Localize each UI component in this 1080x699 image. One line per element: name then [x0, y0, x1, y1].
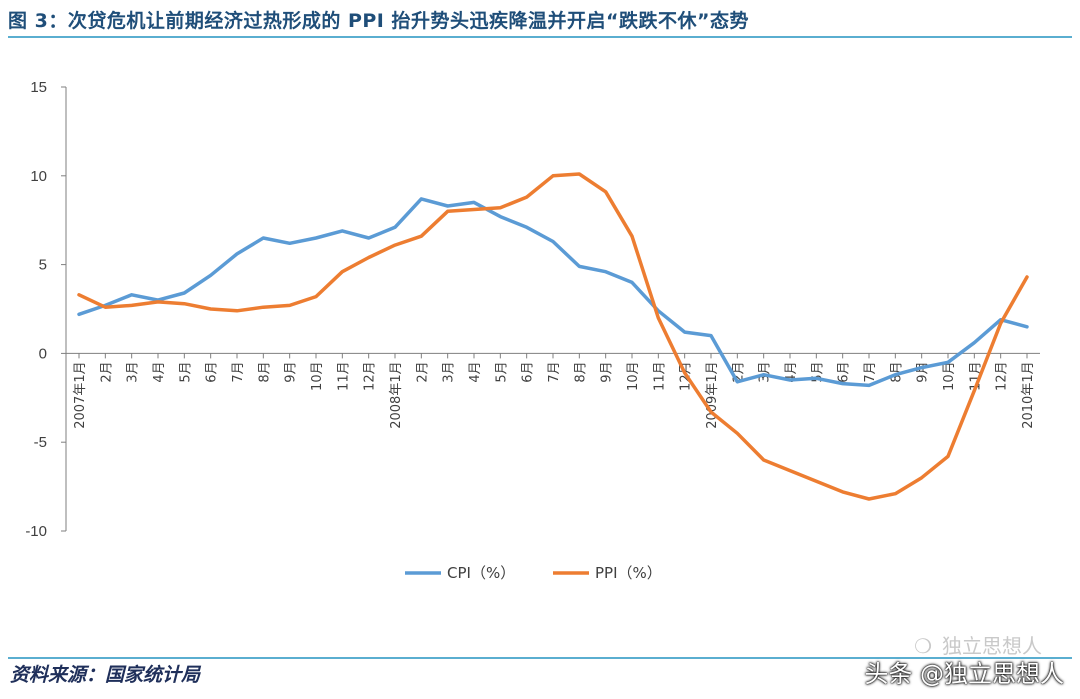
x-tick-label: 12月: [363, 361, 378, 391]
watermark-faint: ❍ 独立思想人: [914, 630, 1042, 659]
x-tick-label: 10月: [310, 361, 325, 391]
y-tick-label: 10: [30, 168, 47, 185]
x-tick-label: 7月: [547, 361, 562, 382]
x-tick-label: 9月: [284, 361, 299, 382]
x-tick-label: 4月: [468, 361, 483, 382]
y-tick-label: 0: [39, 345, 47, 362]
legend-label-ppi: PPI（%）: [595, 564, 662, 582]
x-tick-label: 4月: [784, 361, 799, 382]
x-tick-label: 2月: [415, 361, 430, 382]
x-tick-label: 5月: [494, 361, 509, 382]
x-tick-label: 2月: [99, 361, 114, 382]
x-tick-label: 11月: [336, 361, 351, 391]
y-tick-label: 5: [39, 257, 47, 274]
title-rule: [8, 36, 1072, 38]
x-tick-label: 3月: [126, 361, 141, 382]
x-tick-label: 10月: [942, 361, 957, 391]
y-tick-label: -10: [25, 523, 47, 540]
y-tick-label: -5: [34, 434, 47, 451]
x-tick-label: 2009年1月: [705, 361, 720, 428]
x-tick-label: 4月: [152, 361, 167, 382]
x-tick-label: 8月: [257, 361, 272, 382]
x-tick-label: 6月: [521, 361, 536, 382]
x-tick-label: 7月: [231, 361, 246, 382]
wechat-icon: ❍: [914, 634, 932, 658]
x-tick-label: 6月: [837, 361, 852, 382]
watermark: 头条 @独立思想人: [864, 660, 1064, 688]
cpi-line: [77, 197, 1029, 388]
series-lines: [77, 172, 1029, 501]
x-tick-label: 2008年1月: [389, 361, 404, 428]
footer-rule: [8, 657, 1072, 659]
watermark-faint-text: 独立思想人: [942, 634, 1042, 658]
x-tick-label: 11月: [968, 361, 983, 391]
x-tick-label: 3月: [442, 361, 457, 382]
x-tick-label: 2010年1月: [1021, 361, 1036, 428]
x-axis: 2007年1月 2月 3月 4月 5月 6月 7月 8月 9月 10月 11月 12月 2008年1月 2…: [66, 352, 1040, 429]
x-tick-label: 11月: [652, 361, 667, 391]
x-tick-label: 12月: [995, 361, 1010, 391]
y-axis: -10 -5 0 5 10 15: [25, 79, 67, 540]
x-tick-label: 9月: [600, 361, 615, 382]
x-tick-label: 2007年1月: [73, 361, 88, 428]
y-tick-label: 15: [30, 79, 47, 96]
x-tick-label: 8月: [573, 361, 588, 382]
source-note: 资料来源：国家统计局: [10, 664, 201, 686]
ppi-line: [77, 172, 1029, 501]
x-tick-label: 7月: [863, 361, 878, 382]
x-tick-label: 10月: [626, 361, 641, 391]
x-tick-label: 5月: [178, 361, 193, 382]
legend: CPI（%） PPI（%）: [405, 564, 662, 582]
figure-title: 图 3：次贷危机让前期经济过热形成的 PPI 抬升势头迅疾降温并开启“跌跌不休”…: [8, 10, 749, 32]
x-tick-label: 3月: [758, 361, 773, 382]
x-tick-label: 6月: [205, 361, 220, 382]
legend-label-cpi: CPI（%）: [447, 564, 515, 582]
